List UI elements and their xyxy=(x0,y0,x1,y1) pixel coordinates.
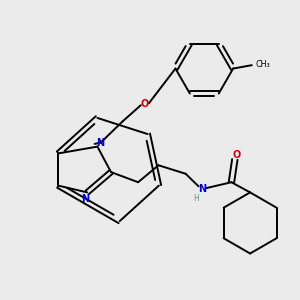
Text: H: H xyxy=(194,194,200,203)
Text: O: O xyxy=(232,150,241,160)
Text: N: N xyxy=(199,184,207,194)
Text: N: N xyxy=(82,194,90,203)
Text: CH₃: CH₃ xyxy=(255,60,270,69)
Text: O: O xyxy=(141,99,149,109)
Text: N: N xyxy=(96,137,104,148)
